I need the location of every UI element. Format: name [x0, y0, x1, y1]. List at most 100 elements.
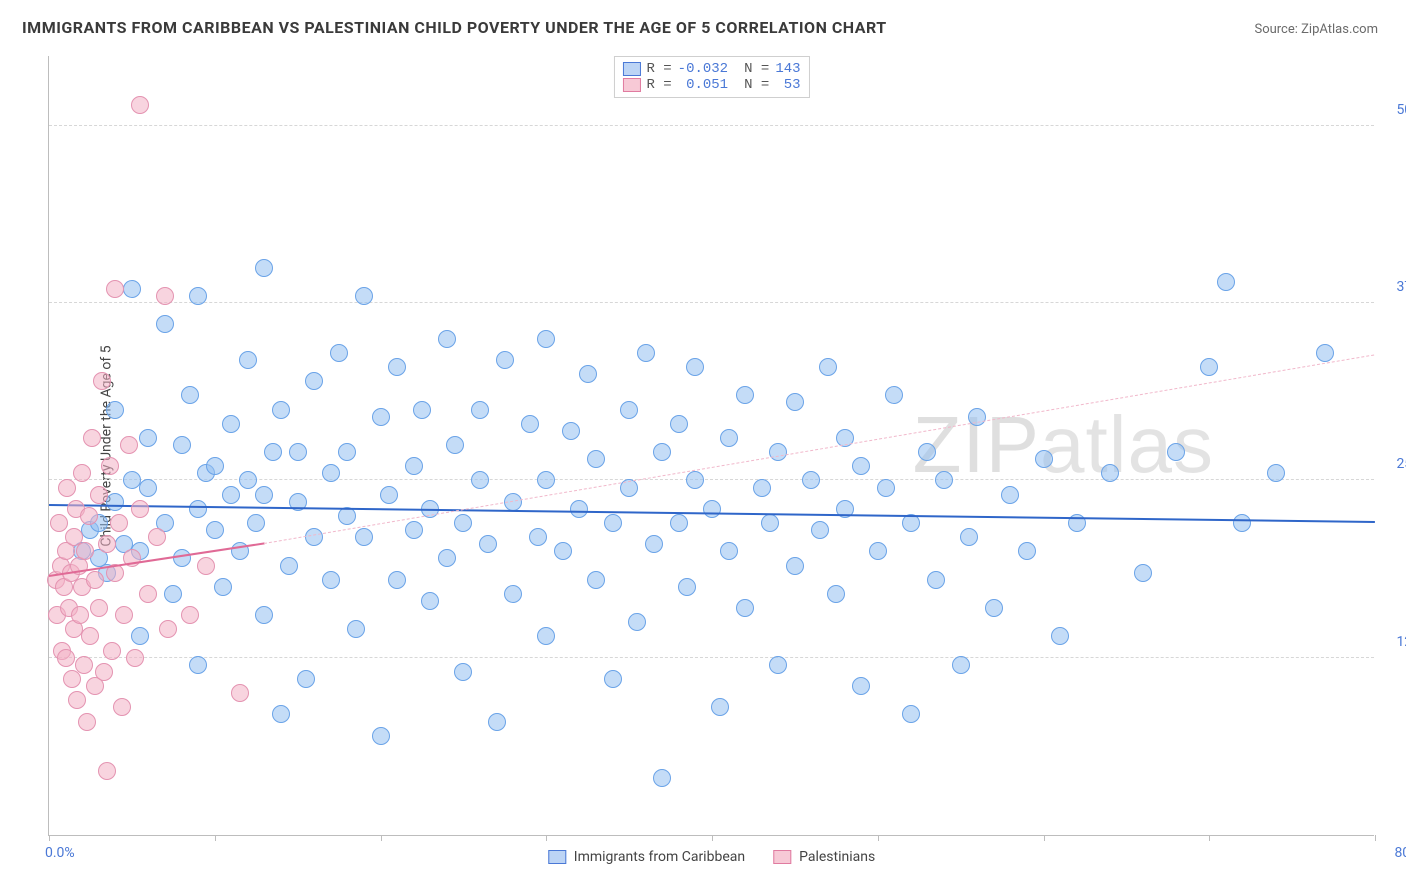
point-caribbean [885, 386, 903, 404]
point-caribbean [206, 457, 224, 475]
point-palestinians [126, 649, 144, 667]
point-caribbean [164, 585, 182, 603]
gridline-h [49, 302, 1374, 303]
n-label: N = [744, 77, 769, 93]
point-caribbean [902, 705, 920, 723]
legend-label: Immigrants from Caribbean [574, 849, 745, 865]
point-caribbean [686, 358, 704, 376]
legend-label: Palestinians [799, 849, 875, 865]
legend-swatch [548, 850, 566, 864]
y-tick-label: 50.0% [1378, 102, 1406, 118]
point-caribbean [454, 663, 472, 681]
x-tick-mark [878, 835, 879, 841]
point-caribbean [1051, 627, 1069, 645]
point-caribbean [189, 656, 207, 674]
point-caribbean [438, 549, 456, 567]
point-palestinians [103, 642, 121, 660]
x-tick-mark [1375, 835, 1376, 841]
point-caribbean [488, 713, 506, 731]
point-caribbean [952, 656, 970, 674]
point-caribbean [454, 514, 472, 532]
point-caribbean [827, 585, 845, 603]
point-caribbean [769, 443, 787, 461]
point-caribbean [372, 408, 390, 426]
point-caribbean [330, 344, 348, 362]
legend-swatch [773, 850, 791, 864]
point-caribbean [653, 443, 671, 461]
point-caribbean [604, 670, 622, 688]
point-caribbean [479, 535, 497, 553]
n-value: 143 [775, 61, 800, 77]
point-caribbean [222, 486, 240, 504]
point-caribbean [272, 401, 290, 419]
point-caribbean [471, 401, 489, 419]
point-caribbean [106, 493, 124, 511]
point-caribbean [123, 280, 141, 298]
point-caribbean [711, 698, 729, 716]
point-caribbean [686, 471, 704, 489]
y-tick-label: 37.5% [1378, 279, 1406, 295]
point-caribbean [877, 479, 895, 497]
point-palestinians [80, 507, 98, 525]
point-caribbean [1267, 464, 1285, 482]
point-caribbean [372, 727, 390, 745]
point-caribbean [322, 571, 340, 589]
point-caribbean [239, 351, 257, 369]
plot-area: R =-0.032N =143R = 0.051N = 53 ZIPatlas … [48, 56, 1374, 836]
legend-swatch [622, 78, 640, 92]
point-caribbean [620, 401, 638, 419]
point-palestinians [197, 557, 215, 575]
point-caribbean [247, 514, 265, 532]
point-caribbean [189, 287, 207, 305]
r-label: R = [646, 77, 671, 93]
point-caribbean [1217, 273, 1235, 291]
point-palestinians [98, 762, 116, 780]
point-caribbean [173, 549, 191, 567]
point-caribbean [139, 429, 157, 447]
point-caribbean [537, 471, 555, 489]
n-label: N = [744, 61, 769, 77]
point-caribbean [1200, 358, 1218, 376]
point-palestinians [76, 542, 94, 560]
point-caribbean [537, 330, 555, 348]
point-caribbean [214, 578, 232, 596]
point-caribbean [1001, 486, 1019, 504]
x-tick-mark [1044, 835, 1045, 841]
point-caribbean [322, 464, 340, 482]
y-tick-label: 25.0% [1378, 456, 1406, 472]
point-caribbean [645, 535, 663, 553]
point-caribbean [280, 557, 298, 575]
point-palestinians [181, 606, 199, 624]
point-caribbean [504, 585, 522, 603]
point-palestinians [71, 606, 89, 624]
point-palestinians [113, 698, 131, 716]
point-caribbean [471, 471, 489, 489]
point-caribbean [802, 471, 820, 489]
point-caribbean [786, 557, 804, 575]
point-palestinians [83, 429, 101, 447]
point-caribbean [297, 670, 315, 688]
point-caribbean [355, 287, 373, 305]
point-palestinians [86, 571, 104, 589]
point-caribbean [1233, 514, 1251, 532]
r-value: 0.051 [678, 77, 728, 93]
point-palestinians [98, 535, 116, 553]
point-palestinians [106, 280, 124, 298]
point-palestinians [93, 372, 111, 390]
point-caribbean [985, 599, 1003, 617]
point-caribbean [347, 620, 365, 638]
gridline-h [49, 657, 1374, 658]
point-caribbean [918, 443, 936, 461]
point-caribbean [869, 542, 887, 560]
point-caribbean [521, 415, 539, 433]
point-caribbean [255, 606, 273, 624]
point-palestinians [73, 464, 91, 482]
point-caribbean [255, 486, 273, 504]
point-caribbean [421, 592, 439, 610]
point-caribbean [720, 429, 738, 447]
point-caribbean [123, 471, 141, 489]
point-caribbean [852, 677, 870, 695]
point-palestinians [101, 457, 119, 475]
point-caribbean [131, 627, 149, 645]
point-caribbean [736, 386, 754, 404]
